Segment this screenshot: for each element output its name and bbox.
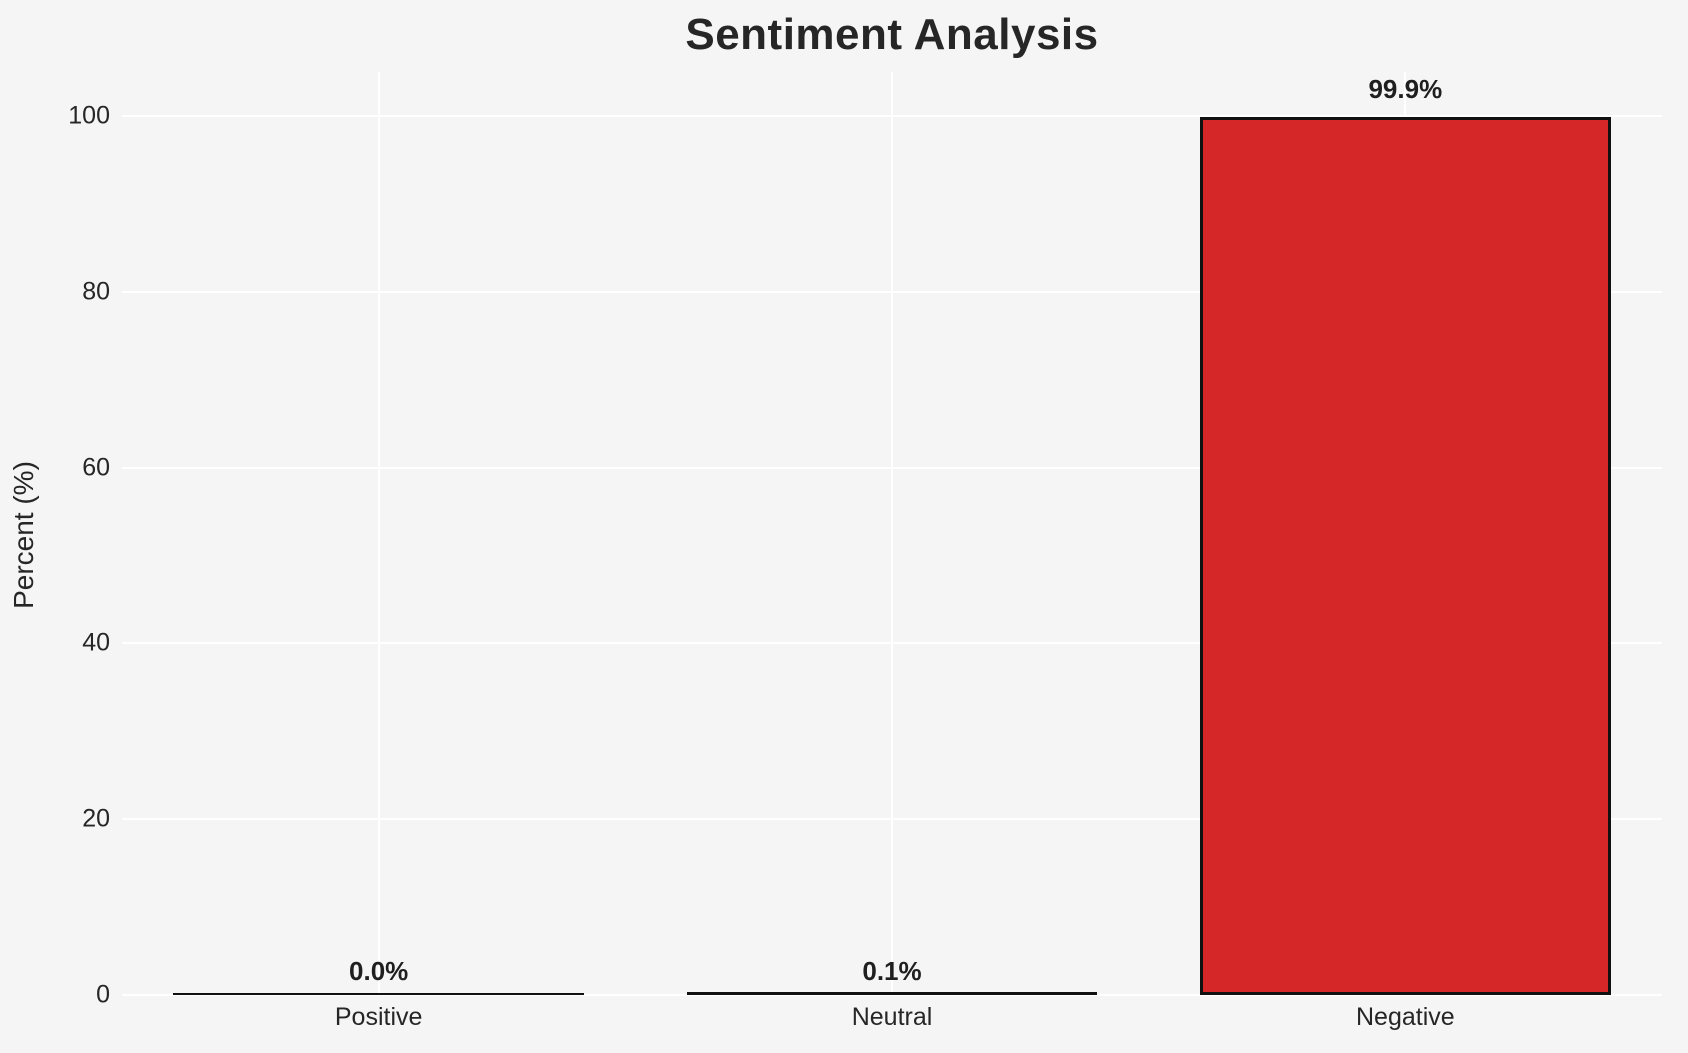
value-label-positive: 0.0% [349, 955, 409, 986]
value-label-neutral: 0.1% [862, 955, 922, 986]
ytick-label-20: 20 [82, 804, 110, 833]
value-label-negative: 99.9% [1368, 73, 1443, 104]
y-axis-label: Percent (%) [8, 461, 39, 609]
bar-negative [1200, 116, 1611, 995]
gridline-y-0 [122, 994, 1662, 996]
ytick-label-100: 100 [68, 101, 110, 130]
ytick-label-60: 60 [82, 453, 110, 482]
ytick-label-40: 40 [82, 628, 110, 657]
xtick-label-negative: Negative [1355, 1003, 1455, 1031]
xtick-label-neutral: Neutral [851, 1003, 933, 1031]
bar-neutral [686, 992, 1098, 995]
ytick-label-80: 80 [82, 277, 110, 306]
gridline-x-neutral [891, 72, 893, 995]
gridline-x-positive [377, 72, 380, 995]
plot-area: 0.0% 0.1% 99.9% [122, 72, 1662, 996]
bar-positive [173, 992, 584, 995]
ytick-label-0: 0 [96, 980, 110, 1009]
xtick-label-positive: Positive [334, 1003, 423, 1031]
chart-title: Sentiment Analysis [685, 10, 1099, 59]
